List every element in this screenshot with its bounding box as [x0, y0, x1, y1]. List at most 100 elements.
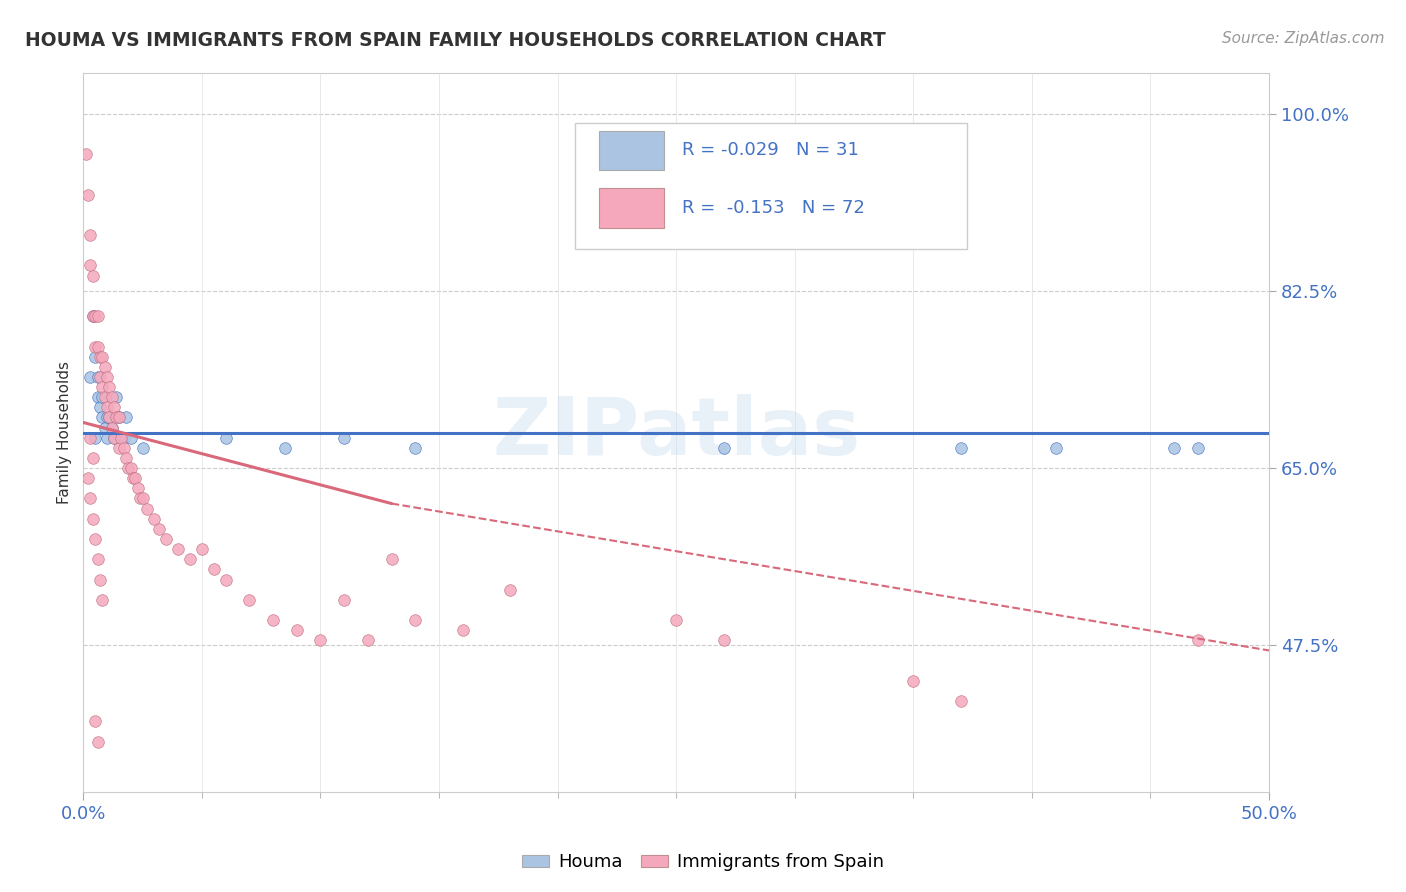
Point	[112, 441, 135, 455]
Point	[124, 471, 146, 485]
Point	[86, 734, 108, 748]
Point	[100, 420, 122, 434]
Point	[98, 410, 121, 425]
Point	[143, 512, 166, 526]
Point	[89, 401, 111, 415]
Point	[110, 431, 132, 445]
Point	[117, 461, 139, 475]
Point	[404, 613, 426, 627]
Point	[1045, 441, 1067, 455]
Point	[96, 431, 118, 445]
Point	[105, 410, 128, 425]
Point	[127, 481, 149, 495]
Point	[665, 613, 688, 627]
Point	[84, 309, 107, 323]
Point	[713, 633, 735, 648]
Point	[84, 532, 107, 546]
Point	[79, 491, 101, 506]
Point	[98, 410, 121, 425]
Point	[120, 431, 142, 445]
Point	[214, 431, 236, 445]
Point	[115, 410, 138, 425]
Point	[108, 441, 131, 455]
Point	[91, 380, 114, 394]
Point	[89, 350, 111, 364]
Point	[86, 552, 108, 566]
Point	[82, 268, 104, 283]
Point	[949, 694, 972, 708]
Point	[167, 542, 190, 557]
Point	[84, 431, 107, 445]
Point	[77, 471, 100, 485]
Point	[274, 441, 297, 455]
Bar	[599, 188, 664, 227]
Point	[84, 714, 107, 729]
Point	[115, 450, 138, 465]
Point	[108, 410, 131, 425]
Point	[238, 592, 260, 607]
Point	[1163, 441, 1185, 455]
Point	[499, 582, 522, 597]
Point	[82, 309, 104, 323]
Point	[93, 420, 115, 434]
Point	[131, 441, 153, 455]
Point	[1187, 441, 1209, 455]
Point	[91, 390, 114, 404]
Text: R =  -0.153   N = 72: R = -0.153 N = 72	[682, 199, 865, 217]
Point	[82, 309, 104, 323]
Point	[82, 450, 104, 465]
Point	[112, 431, 135, 445]
Point	[333, 592, 356, 607]
Legend: Houma, Immigrants from Spain: Houma, Immigrants from Spain	[515, 847, 891, 879]
Point	[100, 420, 122, 434]
Point	[120, 461, 142, 475]
Point	[100, 390, 122, 404]
Point	[451, 623, 474, 637]
Point	[129, 491, 152, 506]
Point	[103, 401, 125, 415]
Point	[1187, 633, 1209, 648]
Point	[309, 633, 332, 648]
Point	[96, 370, 118, 384]
Point	[91, 350, 114, 364]
Point	[357, 633, 380, 648]
Point	[75, 147, 97, 161]
Point	[79, 259, 101, 273]
Point	[96, 410, 118, 425]
Point	[98, 380, 121, 394]
Point	[84, 339, 107, 353]
Point	[79, 228, 101, 243]
Point	[89, 370, 111, 384]
Point	[148, 522, 170, 536]
Point	[404, 441, 426, 455]
Point	[122, 471, 145, 485]
Text: ZIPatlas: ZIPatlas	[492, 393, 860, 472]
Point	[333, 431, 356, 445]
Point	[262, 613, 284, 627]
Text: Source: ZipAtlas.com: Source: ZipAtlas.com	[1222, 31, 1385, 46]
Point	[131, 491, 153, 506]
Point	[82, 512, 104, 526]
Point	[903, 673, 925, 688]
Point	[105, 390, 128, 404]
Point	[108, 410, 131, 425]
Point	[949, 441, 972, 455]
Point	[86, 309, 108, 323]
Text: HOUMA VS IMMIGRANTS FROM SPAIN FAMILY HOUSEHOLDS CORRELATION CHART: HOUMA VS IMMIGRANTS FROM SPAIN FAMILY HO…	[25, 31, 886, 50]
Text: R = -0.029   N = 31: R = -0.029 N = 31	[682, 141, 859, 160]
Point	[103, 431, 125, 445]
Point	[381, 552, 404, 566]
Point	[191, 542, 214, 557]
Point	[91, 592, 114, 607]
Point	[79, 370, 101, 384]
Point	[110, 431, 132, 445]
Point	[79, 431, 101, 445]
Point	[93, 390, 115, 404]
Point	[214, 573, 236, 587]
Point	[136, 501, 159, 516]
Point	[202, 562, 225, 576]
Point	[91, 410, 114, 425]
Point	[285, 623, 308, 637]
Y-axis label: Family Households: Family Households	[58, 361, 72, 504]
Point	[713, 441, 735, 455]
